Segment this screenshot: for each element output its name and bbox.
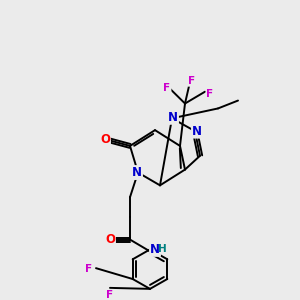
Text: F: F	[188, 76, 196, 86]
Text: F: F	[85, 264, 93, 274]
Text: N: N	[192, 124, 202, 138]
Text: F: F	[164, 83, 171, 93]
Text: F: F	[206, 89, 214, 99]
Text: F: F	[106, 290, 114, 300]
Text: O: O	[100, 134, 110, 146]
Text: N: N	[150, 243, 160, 256]
Text: N: N	[132, 166, 142, 179]
Text: N: N	[168, 111, 178, 124]
Text: H: H	[158, 244, 166, 254]
Text: O: O	[105, 233, 115, 246]
